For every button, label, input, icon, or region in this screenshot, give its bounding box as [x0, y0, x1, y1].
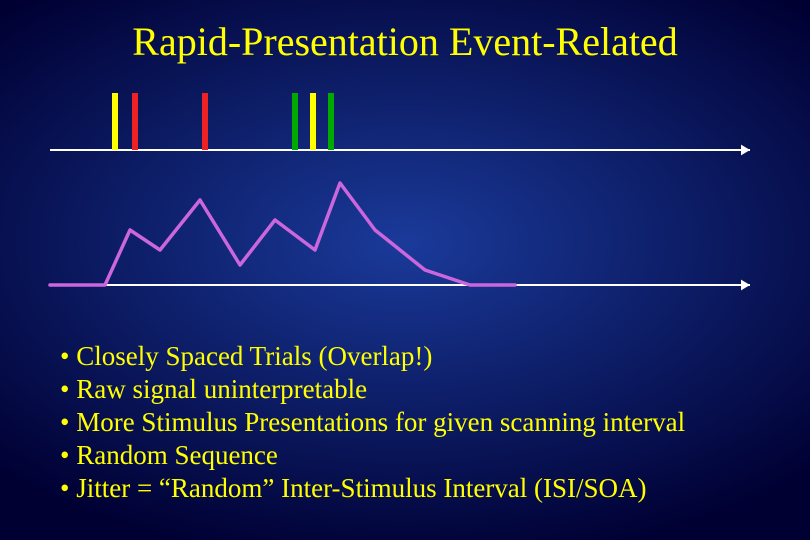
bullet-item: • Jitter = “Random” Inter-Stimulus Inter…	[60, 472, 685, 505]
bullet-list: • Closely Spaced Trials (Overlap!)• Raw …	[60, 340, 685, 505]
stimulus-axis	[50, 145, 750, 156]
bold-signal-line	[50, 183, 515, 285]
bullet-item: • Random Sequence	[60, 439, 685, 472]
event-diagram	[30, 85, 770, 315]
slide-title: Rapid-Presentation Event-Related	[0, 18, 810, 65]
slide: Rapid-Presentation Event-Related • Close…	[0, 0, 810, 540]
signal-axis	[50, 280, 750, 291]
bullet-item: • Closely Spaced Trials (Overlap!)	[60, 340, 685, 373]
bullet-item: • More Stimulus Presentations for given …	[60, 406, 685, 439]
bullet-item: • Raw signal uninterpretable	[60, 373, 685, 406]
